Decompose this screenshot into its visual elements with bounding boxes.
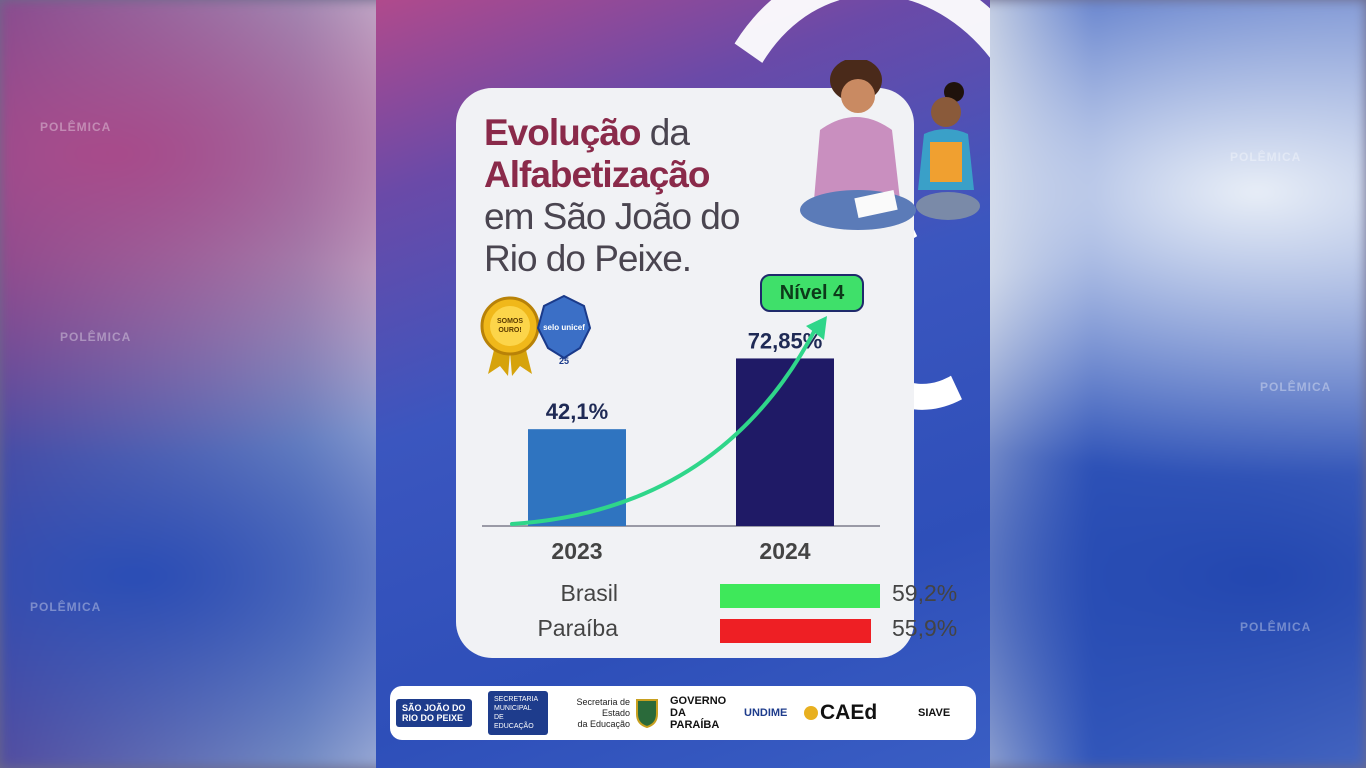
logo-caed: CAEd [820,701,878,724]
nivel-badge: Nível 4 [760,274,864,312]
svg-text:selo unicef: selo unicef [543,323,585,332]
title-text: Alfabetização [484,154,711,195]
bar [528,429,626,526]
trend-arrow [510,324,819,526]
poster: Evolução da Alfabetização em São João do… [376,0,990,768]
caed-sun-icon [802,686,822,740]
comparison-bar [720,584,880,608]
teacher-child-photo [800,60,980,230]
title-text: da [640,112,690,153]
sponsor-footer: SÃO JOÃO DO RIO DO PEIXE SECRETARIA MUNICI… [390,686,976,740]
tick-label: 2023 [551,538,602,564]
title-text: Rio do Peixe. [484,238,692,279]
logo-sao-joao-rio-do-peixe: SÃO JOÃO DO RIO DO PEIXE [396,686,520,740]
svg-text:SOMOS: SOMOS [497,318,523,325]
watermark: POLÊMICA [1230,150,1302,164]
comparison-label: Paraíba [537,615,618,641]
logo-siave: SIAVE [918,707,951,719]
logo-undime: UNDIME [744,707,788,719]
logo-secretaria-municipal: SECRETARIA MUNICIPAL DE EDUCAÇÃO [488,686,548,740]
page-title: Evolução da Alfabetização em São João do… [484,112,804,280]
watermark: POLÊMICA [40,120,112,134]
comparison-value: 59,2% [892,580,958,606]
comparison-label: Brasil [560,580,618,606]
comparison-row-paraiba: Paraíba 55,9% [496,615,957,645]
svg-text:OURO!: OURO! [498,327,521,334]
watermark: POLÊMICA [1260,380,1332,394]
watermark: POLÊMICA [30,600,102,614]
paraiba-crest-icon [634,686,662,740]
svg-text:25: 25 [559,356,569,366]
tick-label: 2024 [759,538,810,564]
logo-secretaria-estado: Secretaria de Estado da Educação [576,696,630,729]
bar [736,358,834,526]
comparison-row-brasil: Brasil 59,2% [496,580,957,610]
watermark: POLÊMICA [60,330,132,344]
award-badges: SOMOS OURO! selo unicef 25 [480,294,592,376]
title-accent: Evolução [484,112,641,153]
comparison-bar [720,619,872,643]
comparison-value: 55,9% [892,615,958,641]
data-label: 42,1% [546,399,608,424]
logo-governo-paraiba: GOVERNO DA PARAÍBA [670,695,727,731]
title-text: em São João do [484,196,740,237]
trend-arrowhead-icon [806,316,827,340]
watermark: POLÊMICA [1240,620,1312,634]
